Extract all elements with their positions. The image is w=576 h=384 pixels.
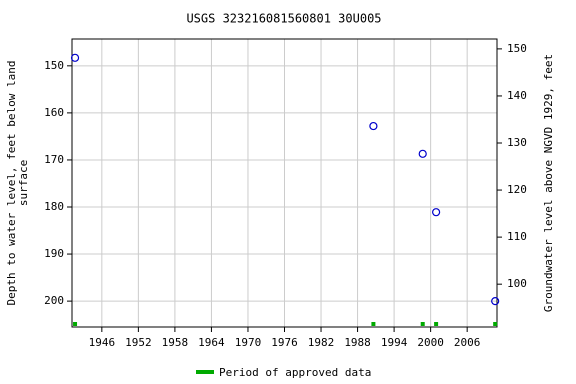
x-tick-label: 1988: [344, 336, 371, 349]
x-tick-label: 1958: [162, 336, 189, 349]
y2-tick-label: 150: [507, 42, 527, 55]
chart-title: USGS 323216081560801 30U005: [186, 12, 381, 26]
data-point: [70, 53, 80, 62]
y-axis-label: surface: [17, 160, 30, 206]
data-point: [432, 208, 441, 217]
y2-axis-label: Groundwater level above NGVD 1929, feet: [542, 54, 555, 312]
y-tick-label: 160: [44, 106, 64, 119]
approved-period: [371, 322, 376, 326]
y-tick-label: 180: [44, 200, 64, 213]
data-point: [418, 149, 427, 158]
plot-frame: [71, 38, 498, 328]
y2-tick-label: 130: [507, 136, 527, 149]
y-tick-label: 150: [44, 59, 64, 72]
y2-tick-label: 100: [507, 277, 527, 290]
x-tick-label: 1970: [235, 336, 262, 349]
approved-period: [434, 322, 439, 326]
approved-period: [420, 322, 425, 326]
x-tick-label: 2000: [417, 336, 444, 349]
y-tick-label: 170: [44, 153, 64, 166]
x-tick-label: 1994: [381, 336, 408, 349]
legend-label: Period of approved data: [219, 366, 371, 379]
y2-tick-label: 140: [507, 89, 527, 102]
x-tick-label: 1982: [308, 336, 335, 349]
data-point: [369, 121, 378, 131]
approved-period: [73, 322, 78, 326]
x-tick-label: 1946: [89, 336, 116, 349]
x-tick-label: 2006: [454, 336, 481, 349]
approved-period: [493, 322, 498, 326]
y-axis-label: Depth to water level, feet below land: [5, 60, 18, 305]
y2-tick-label: 110: [507, 230, 527, 243]
y-tick-label: 200: [44, 294, 64, 307]
x-tick-label: 1952: [125, 336, 152, 349]
y-tick-label: 190: [44, 247, 64, 260]
x-tick-label: 1964: [198, 336, 225, 349]
y2-tick-label: 120: [507, 183, 527, 196]
x-tick-label: 1976: [271, 336, 298, 349]
data-point: [491, 297, 500, 306]
